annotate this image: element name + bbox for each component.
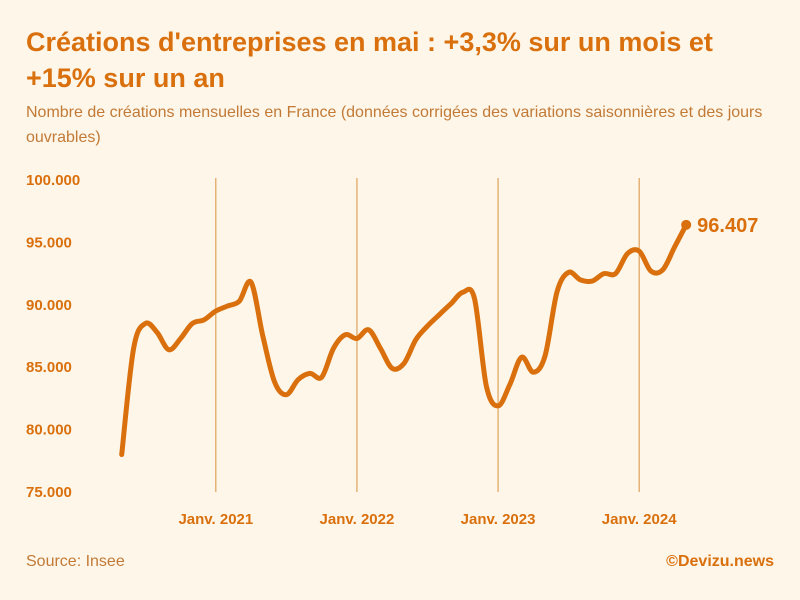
- data-point: [472, 296, 477, 301]
- data-point: [590, 279, 595, 284]
- data-point: [190, 321, 195, 326]
- data-point: [484, 383, 489, 388]
- data-point: [343, 332, 348, 337]
- x-tick-label: Janv. 2022: [320, 511, 395, 528]
- data-point: [260, 334, 265, 339]
- y-tick-label: 90.000: [26, 297, 72, 314]
- data-point: [496, 403, 501, 408]
- data-point: [660, 267, 665, 272]
- chart-title: Créations d'entreprises en mai : +3,3% s…: [26, 27, 713, 93]
- y-tick-label: 75.000: [26, 484, 72, 501]
- x-tick-label: Janv. 2021: [178, 511, 253, 528]
- x-axis: Janv. 2021 Janv. 2022 Janv. 2023 Janv. 2024: [178, 511, 677, 528]
- data-point: [519, 355, 524, 360]
- data-points: [119, 222, 688, 457]
- y-tick-label: 80.000: [26, 422, 72, 439]
- data-point: [401, 361, 406, 366]
- data-point: [648, 269, 653, 274]
- data-point: [460, 290, 465, 295]
- gridlines: [215, 178, 640, 492]
- data-point: [143, 321, 148, 326]
- data-point: [554, 290, 559, 295]
- data-point: [672, 245, 677, 250]
- data-point: [449, 301, 454, 306]
- data-point: [566, 270, 571, 275]
- data-point: [213, 309, 218, 314]
- data-point: [613, 271, 618, 276]
- data-point: [202, 317, 207, 322]
- data-point: [331, 346, 336, 351]
- data-point: [437, 312, 442, 317]
- data-point: [601, 271, 606, 276]
- data-point: [366, 327, 371, 332]
- data-point: [507, 382, 512, 387]
- credit-link[interactable]: ©Devizu.news: [666, 553, 774, 570]
- data-point: [178, 336, 183, 341]
- data-point: [425, 324, 430, 329]
- end-point-marker: [681, 219, 692, 230]
- data-line: [119, 222, 689, 458]
- source-note: Source: Insee: [26, 553, 125, 570]
- data-point: [390, 366, 395, 371]
- data-point: [637, 249, 642, 254]
- data-point: [543, 353, 548, 358]
- data-point: [319, 375, 324, 380]
- data-point: [237, 299, 242, 304]
- end-value-label: 96.407: [697, 215, 758, 237]
- y-tick-label: 100.000: [26, 172, 80, 189]
- data-point: [154, 330, 159, 335]
- data-point: [119, 452, 124, 457]
- x-tick-label: Janv. 2024: [602, 511, 677, 528]
- data-point: [625, 251, 630, 256]
- data-point: [166, 347, 171, 352]
- y-tick-label: 85.000: [26, 359, 72, 376]
- data-point: [413, 337, 418, 342]
- data-point: [531, 370, 536, 375]
- data-point: [307, 371, 312, 376]
- chart-subtitle: Nombre de créations mensuelles en France…: [26, 104, 763, 146]
- data-point: [296, 377, 301, 382]
- data-point: [249, 280, 254, 285]
- y-axis: 100.000 95.000 90.000 85.000 80.000 75.000: [26, 172, 80, 501]
- data-point: [378, 346, 383, 351]
- x-tick-label: Janv. 2023: [461, 511, 536, 528]
- data-point: [131, 346, 136, 351]
- data-point: [354, 336, 359, 341]
- data-point: [284, 392, 289, 397]
- data-point: [578, 277, 583, 282]
- y-tick-label: 95.000: [26, 234, 72, 251]
- data-point: [272, 380, 277, 385]
- data-point: [225, 304, 230, 309]
